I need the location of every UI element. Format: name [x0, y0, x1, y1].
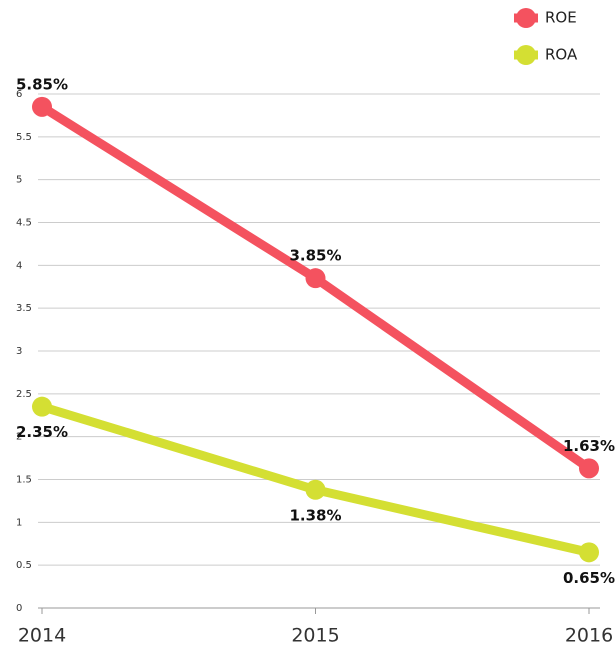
- y-tick-label: 3.5: [16, 303, 32, 314]
- legend-label: ROE: [545, 9, 577, 27]
- y-tick-label: 5.5: [16, 132, 32, 143]
- value-label: 2.35%: [16, 423, 68, 441]
- y-tick-label: 4: [16, 260, 22, 271]
- y-tick-label: 0.5: [16, 560, 32, 571]
- marker: [305, 268, 326, 289]
- x-tick-label: 2015: [291, 625, 339, 647]
- y-tick-label: 1: [16, 517, 22, 528]
- marker: [305, 479, 326, 500]
- value-label: 0.65%: [563, 569, 615, 587]
- y-tick-label: 3: [16, 346, 22, 357]
- value-label: 1.63%: [563, 437, 615, 455]
- y-tick-label: 2: [16, 432, 22, 443]
- marker: [579, 542, 599, 563]
- marker: [32, 396, 52, 417]
- y-tick-label: 4.5: [16, 218, 32, 229]
- value-label: 3.85%: [289, 247, 341, 265]
- y-tick-label: 6: [16, 89, 22, 100]
- y-tick-label: 5: [16, 175, 22, 186]
- value-label: 1.38%: [289, 506, 341, 524]
- y-tick-label: 2.5: [16, 389, 32, 400]
- legend-marker: [516, 45, 536, 65]
- x-tick-label: 2014: [18, 625, 66, 647]
- y-tick-label: 1.5: [16, 475, 32, 486]
- marker: [579, 458, 599, 479]
- legend-marker: [516, 8, 536, 28]
- value-label: 5.85%: [16, 75, 68, 93]
- x-tick-label: 2016: [565, 625, 613, 647]
- marker: [32, 96, 52, 117]
- y-tick-label: 0: [16, 603, 22, 614]
- legend-label: ROA: [545, 46, 578, 64]
